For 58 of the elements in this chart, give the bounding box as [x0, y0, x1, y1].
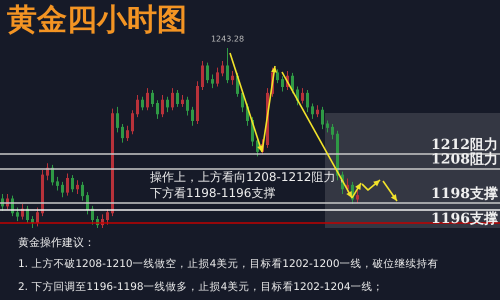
candlestick	[346, 178, 349, 193]
candlestick	[71, 174, 74, 193]
candlestick	[331, 123, 334, 140]
annotation: 下方看1198-1196支撑	[150, 186, 276, 200]
chart-title: 黄金四小时图	[7, 2, 187, 38]
candlestick	[301, 88, 304, 104]
candlestick	[291, 72, 294, 94]
candlestick	[326, 120, 329, 133]
candlestick	[66, 172, 69, 196]
candlestick	[191, 106, 194, 126]
text: 黄金操作建议：	[18, 236, 95, 250]
candlestick	[161, 94, 164, 118]
candlestick	[196, 80, 199, 124]
candlestick	[106, 208, 109, 226]
candlestick	[166, 96, 169, 113]
candlestick	[316, 104, 319, 118]
candlestick	[356, 190, 359, 203]
candlestick	[181, 94, 184, 108]
text: 2. 下方回调至1196-1198一线做多，止损4美元，目标看1202-1204一线；	[18, 281, 384, 294]
candlestick	[136, 94, 139, 118]
candlestick	[111, 108, 114, 217]
candlestick	[56, 176, 59, 192]
candlestick	[311, 102, 314, 120]
candlestick	[211, 74, 214, 89]
candlestick	[176, 89, 179, 108]
candlestick	[206, 62, 209, 84]
ref-line-label: 1198支撑	[431, 186, 498, 202]
candlestick	[146, 88, 149, 111]
candlestick	[31, 216, 34, 228]
candlestick	[61, 181, 64, 198]
candlestick	[141, 96, 144, 111]
candlestick	[321, 106, 324, 130]
candlestick	[16, 206, 19, 222]
candlestick	[186, 96, 189, 116]
candlestick	[116, 106, 119, 133]
candlestick	[171, 88, 174, 111]
candlestick	[231, 70, 234, 86]
candlestick	[306, 89, 309, 113]
candlestick	[221, 60, 224, 77]
candlestick	[121, 123, 124, 144]
candlestick	[36, 206, 39, 227]
candlestick	[151, 89, 154, 108]
candlestick	[276, 68, 279, 84]
candlestick	[41, 170, 44, 217]
annotation: 1243.28	[210, 34, 244, 44]
candlestick	[131, 110, 134, 135]
candlestick	[201, 60, 204, 90]
candlestick	[81, 181, 84, 202]
candlestick	[281, 76, 284, 92]
candlestick	[126, 125, 129, 142]
text: 1. 上方不破1208-1210一线做空，止损4美元，目标看1202-1200一线，破位继续持有	[18, 258, 439, 271]
candlestick	[216, 67, 219, 88]
candlestick	[76, 180, 79, 194]
candlestick	[156, 100, 159, 120]
candlestick	[86, 192, 89, 215]
candlestick	[51, 164, 54, 186]
candlestick	[226, 48, 229, 84]
ref-line-label: 1208阻力	[431, 152, 498, 168]
